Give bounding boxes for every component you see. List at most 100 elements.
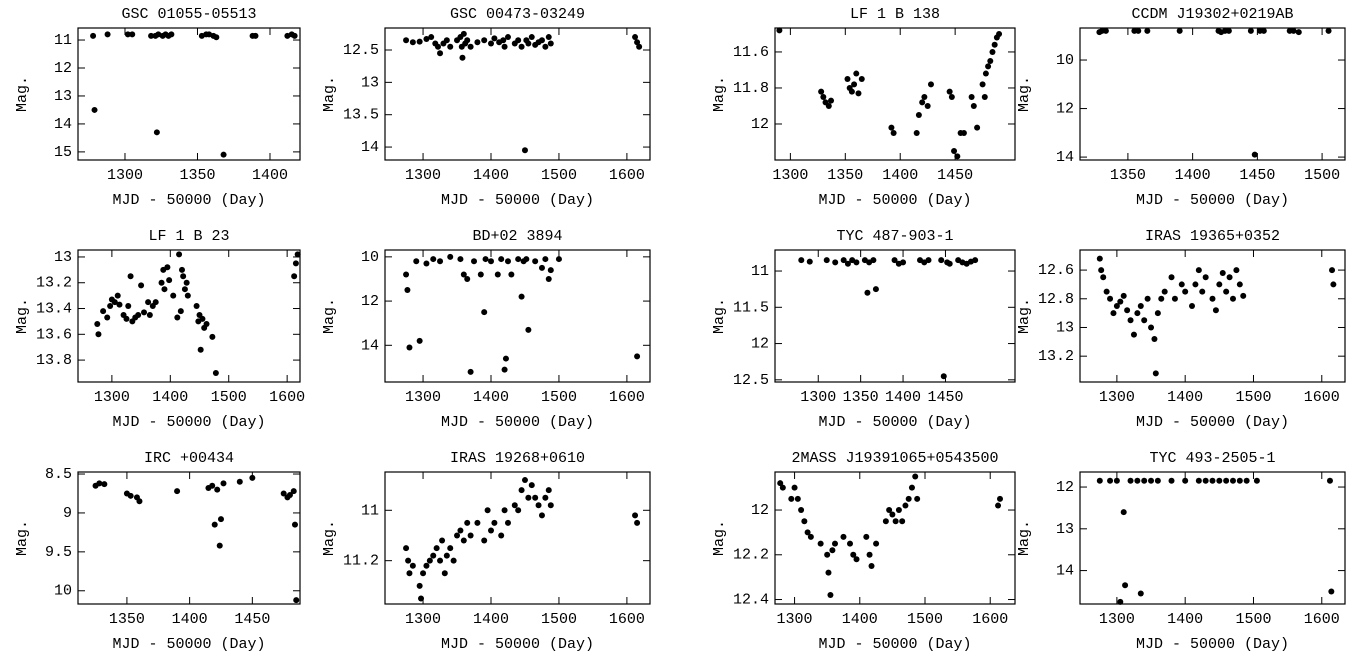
data-point: [1240, 292, 1247, 299]
x-tick-label: 1500: [907, 611, 943, 628]
data-point: [1103, 288, 1110, 295]
data-point: [170, 292, 177, 299]
y-tick-label: 12: [751, 502, 769, 519]
data-point: [471, 258, 478, 265]
data-point: [437, 557, 444, 564]
data-point: [494, 271, 501, 278]
data-point: [1182, 477, 1189, 484]
data-point: [95, 331, 102, 338]
x-axis-label: MJD - 50000 (Day): [818, 414, 971, 431]
y-tick-label: 11: [751, 263, 769, 280]
y-axis-label: Mag.: [1016, 520, 1033, 556]
data-point: [125, 302, 132, 309]
data-point: [1189, 302, 1196, 309]
data-point: [528, 34, 535, 41]
data-point: [891, 257, 898, 264]
data-point: [481, 309, 488, 316]
data-point: [209, 333, 216, 340]
data-point: [488, 40, 494, 47]
data-point: [538, 512, 545, 519]
data-point: [164, 264, 171, 271]
data-point: [858, 75, 865, 82]
y-tick-label: 13: [1056, 319, 1074, 336]
data-point: [779, 484, 786, 491]
data-point: [913, 129, 920, 136]
x-tick-label: 1400: [1167, 611, 1203, 628]
data-point: [181, 286, 188, 293]
data-point: [515, 256, 522, 263]
data-point: [820, 93, 827, 100]
data-point: [855, 90, 862, 97]
data-point: [542, 256, 549, 263]
data-point: [1326, 477, 1333, 484]
data-point: [127, 492, 134, 499]
data-point: [1251, 151, 1258, 158]
x-tick-label: 1350: [827, 167, 863, 184]
data-point: [989, 48, 996, 55]
data-point: [863, 533, 870, 540]
data-point: [886, 507, 893, 514]
data-point: [1151, 335, 1158, 342]
data-point: [895, 507, 902, 514]
data-point: [161, 286, 168, 293]
data-point: [467, 368, 474, 375]
data-point: [1236, 281, 1243, 288]
data-point: [829, 547, 836, 554]
data-point: [832, 540, 838, 547]
y-tick-label: 13: [54, 249, 72, 266]
data-point: [840, 257, 847, 264]
panel-title: CCDM J19302+0219AB: [1131, 6, 1293, 23]
data-point: [535, 502, 542, 509]
data-point: [545, 275, 552, 282]
data-point: [174, 488, 181, 495]
plot-frame: [1079, 471, 1346, 605]
x-tick-label: 1400: [842, 611, 878, 628]
data-point: [437, 258, 444, 265]
data-point: [889, 511, 896, 518]
x-tick-label: 1500: [1235, 611, 1271, 628]
data-point: [220, 151, 227, 158]
data-point: [1161, 288, 1168, 295]
data-point: [1130, 331, 1137, 338]
x-tick-label: 1400: [1175, 167, 1211, 184]
y-tick-label: 12: [1056, 479, 1074, 496]
data-point: [915, 111, 922, 118]
x-axis-label: MJD - 50000 (Day): [441, 414, 594, 431]
data-point: [460, 30, 467, 37]
data-point: [292, 260, 299, 267]
y-tick-label: 8.5: [45, 466, 72, 483]
y-tick-label: 11.6: [733, 44, 769, 61]
data-point: [1176, 27, 1183, 34]
data-point: [450, 557, 457, 564]
data-point: [525, 326, 532, 333]
y-tick-label: 10: [1056, 52, 1074, 69]
data-point: [153, 129, 160, 136]
panel-title: IRAS 19365+0352: [1145, 228, 1280, 245]
data-point: [1295, 29, 1302, 36]
data-point: [525, 40, 532, 47]
data-point: [1195, 267, 1202, 274]
panel-title: IRC +00434: [144, 450, 234, 467]
y-tick-label: 13: [361, 74, 379, 91]
data-point: [1330, 281, 1337, 288]
data-point: [1120, 509, 1127, 516]
data-point: [970, 102, 977, 109]
data-point: [168, 31, 175, 38]
y-tick-label: 11: [54, 32, 72, 49]
data-point: [111, 299, 118, 306]
y-tick-label: 12: [751, 116, 769, 133]
x-axis-label: MJD - 50000 (Day): [112, 414, 265, 431]
panel-title: BD+02 3894: [472, 228, 562, 245]
data-point: [482, 256, 489, 263]
data-point: [545, 487, 552, 494]
data-point: [888, 124, 895, 131]
data-point: [1223, 477, 1230, 484]
x-tick-label: 1500: [541, 389, 577, 406]
data-point: [423, 260, 430, 267]
y-tick-label: 13: [54, 88, 72, 105]
data-point: [477, 271, 484, 278]
plot-frame: [384, 27, 651, 161]
data-point: [1253, 477, 1260, 484]
x-tick-label: 1300: [1099, 611, 1135, 628]
data-point: [1152, 370, 1159, 377]
